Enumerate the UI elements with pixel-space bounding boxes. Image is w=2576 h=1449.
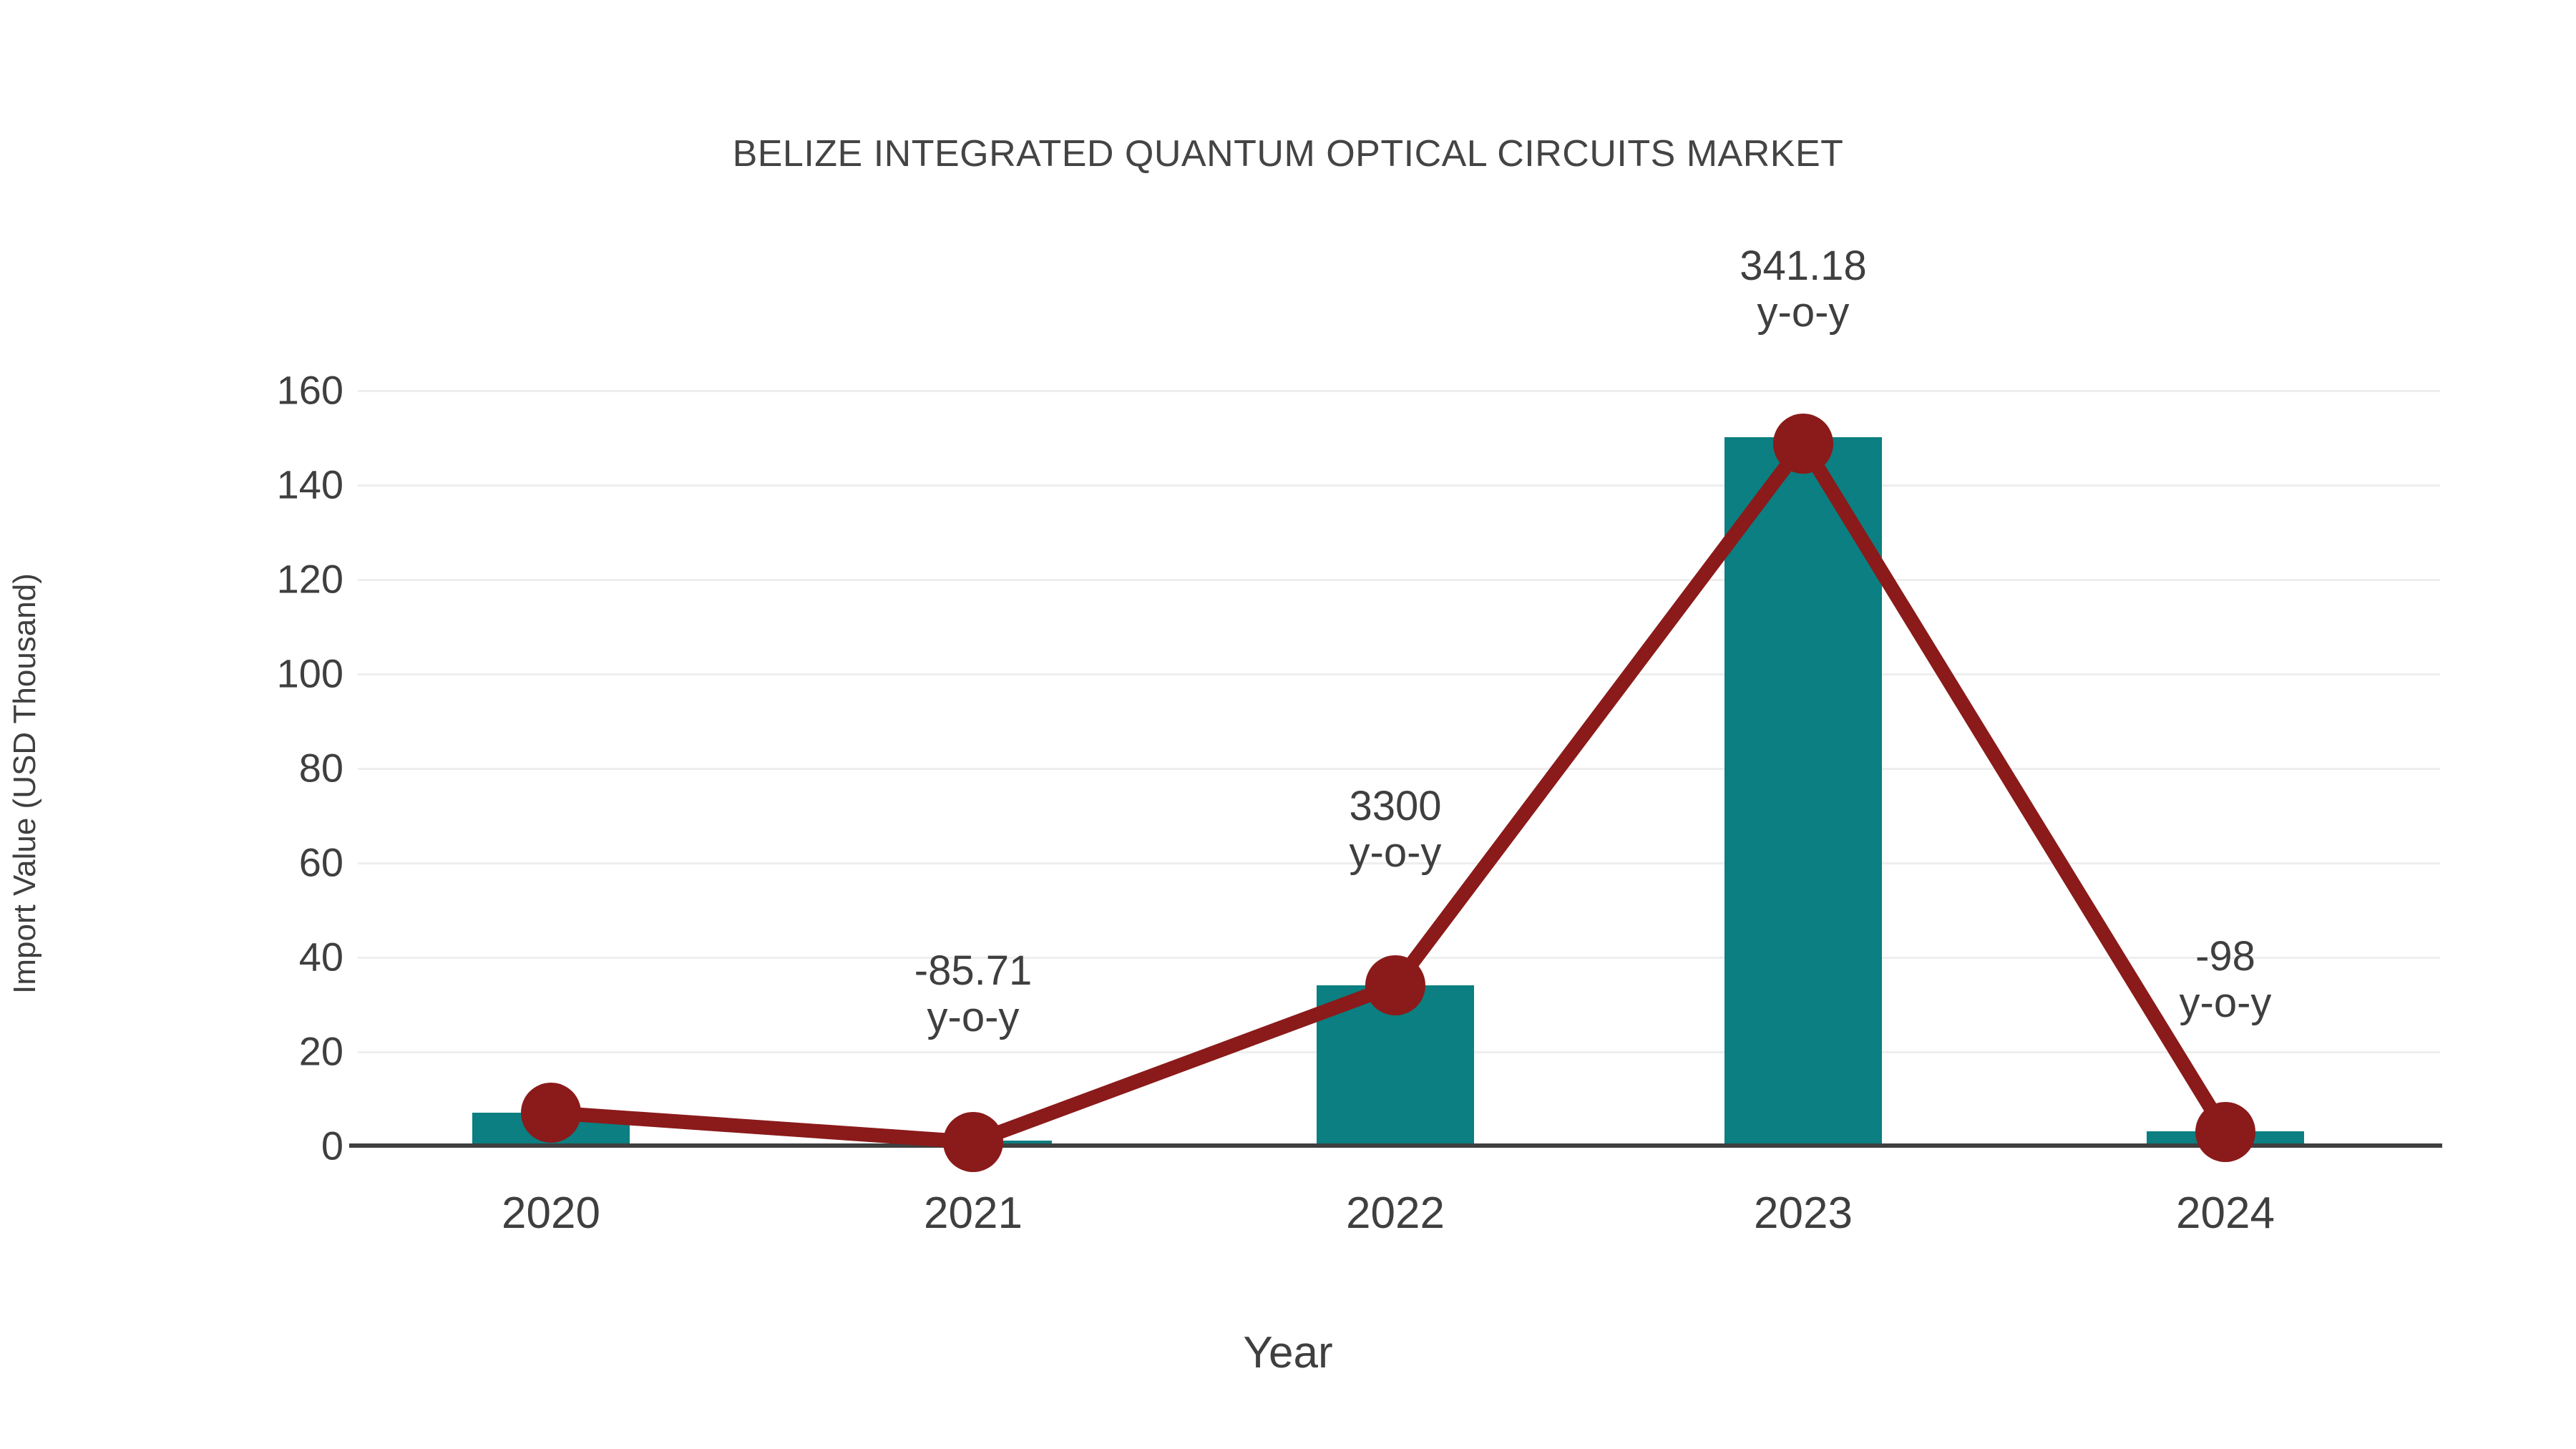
y-tick-0: 0 — [321, 1123, 343, 1169]
y-tick-160: 160 — [276, 367, 343, 413]
annotation-2022-value: 3300 — [1349, 783, 1442, 829]
y-tick-20: 20 — [298, 1028, 343, 1074]
y-tick-40: 40 — [298, 934, 343, 980]
gridline-120 — [358, 579, 2440, 581]
x-axis-title: Year — [1243, 1328, 1333, 1377]
x-tick-2023: 2023 — [1754, 1189, 1853, 1238]
annotation-2024-value: -98 — [2195, 933, 2255, 980]
gridline-100 — [358, 673, 2440, 675]
x-tick-2022: 2022 — [1346, 1189, 1445, 1238]
y-axis-ticks: 160 140 120 100 80 60 40 20 0 — [150, 0, 343, 1449]
annotation-2021-value: -85.71 — [914, 947, 1033, 994]
plot-area — [358, 390, 2440, 1146]
annotation-2023-suffix: y-o-y — [1757, 288, 1850, 336]
y-tick-120: 120 — [276, 556, 343, 602]
y-axis-title: Import Value (USD Thousand) — [7, 573, 42, 994]
annotation-2023: 341.18 y-o-y — [1617, 243, 1989, 336]
gridline-160 — [358, 390, 2440, 392]
y-tick-100: 100 — [276, 650, 343, 696]
y-tick-140: 140 — [276, 462, 343, 507]
annotation-2022: 3300 y-o-y — [1209, 783, 1581, 877]
annotation-2022-suffix: y-o-y — [1349, 829, 1442, 876]
x-tick-2021: 2021 — [924, 1189, 1023, 1238]
y-tick-60: 60 — [298, 839, 343, 885]
x-tick-2024: 2024 — [2176, 1189, 2275, 1238]
x-axis-line — [349, 1143, 2442, 1148]
bar-2022[interactable] — [1317, 985, 1474, 1146]
chart-title: BELIZE INTEGRATED QUANTUM OPTICAL CIRCUI… — [732, 133, 1844, 175]
annotation-2021: -85.71 y-o-y — [787, 947, 1159, 1041]
annotation-2024: -98 y-o-y — [2039, 933, 2411, 1027]
bar-2020[interactable] — [472, 1113, 630, 1146]
annotation-2021-suffix: y-o-y — [927, 993, 1020, 1040]
gridline-80 — [358, 768, 2440, 770]
annotation-2024-suffix: y-o-y — [2179, 979, 2272, 1026]
gridline-140 — [358, 484, 2440, 487]
x-tick-2020: 2020 — [502, 1189, 600, 1238]
y-tick-80: 80 — [298, 745, 343, 791]
annotation-2023-value: 341.18 — [1740, 243, 1867, 289]
bar-2023[interactable] — [1724, 437, 1882, 1146]
